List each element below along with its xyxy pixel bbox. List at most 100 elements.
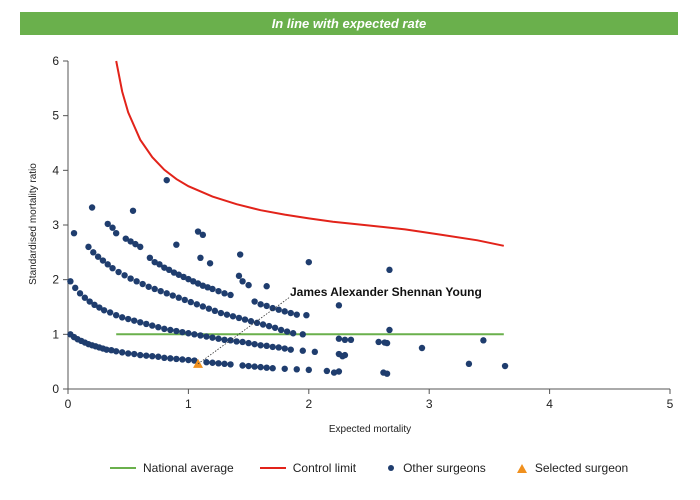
other-surgeon-point [269, 304, 276, 312]
other-surgeon-point [67, 278, 74, 285]
other-surgeon-point [167, 355, 174, 362]
chart-title: In line with expected rate [271, 16, 427, 31]
other-surgeon-point [185, 330, 192, 337]
other-surgeon-point [233, 338, 240, 345]
other-surgeon-point [190, 278, 197, 285]
other-surgeon-point [170, 269, 178, 276]
other-surgeon-point [347, 336, 355, 343]
other-surgeon-point [156, 261, 163, 268]
other-surgeon-point [227, 361, 234, 368]
x-tick-label: 4 [546, 397, 553, 411]
other-surgeon-point [287, 309, 294, 317]
other-surgeon-point [197, 332, 204, 339]
other-surgeon-point [115, 268, 122, 276]
other-surgeon-point [199, 303, 207, 310]
chart-annotation: James Alexander Shennan Young [197, 285, 482, 365]
other-surgeon-point [239, 362, 246, 369]
y-tick-label: 6 [52, 54, 59, 68]
other-surgeon-point [263, 283, 270, 290]
other-surgeon-point [251, 298, 258, 305]
other-surgeon-point [251, 340, 258, 348]
other-surgeon-point [125, 315, 132, 323]
other-surgeon-point [149, 353, 156, 360]
other-surgeon-point [253, 319, 261, 327]
chart-points [67, 176, 509, 377]
other-surgeon-point [247, 318, 255, 325]
other-surgeon-point [269, 365, 276, 372]
chart-title-banner: In line with expected rate [20, 12, 678, 35]
other-surgeon-point [335, 335, 343, 342]
other-surgeon-point [418, 344, 426, 352]
other-surgeon-point [236, 251, 244, 258]
other-surgeon-point [229, 313, 237, 320]
other-surgeon-point [383, 370, 391, 377]
other-surgeon-point [235, 272, 243, 280]
other-surgeon-point [109, 264, 116, 272]
other-surgeon-point [165, 266, 173, 274]
other-surgeon-point [155, 353, 162, 360]
other-surgeon-point [88, 204, 96, 211]
other-surgeon-point [173, 327, 180, 335]
other-surgeon-point [112, 348, 120, 355]
other-surgeon-point [161, 354, 168, 362]
other-surgeon-point [263, 302, 270, 310]
other-surgeon-point [137, 319, 144, 326]
other-surgeon-point [85, 243, 92, 251]
other-surgeon-point [323, 367, 331, 375]
other-surgeon-point [215, 287, 222, 295]
other-surgeon-point [281, 308, 288, 315]
x-axis-label: Expected mortality [329, 424, 411, 435]
y-tick-label: 0 [52, 382, 59, 396]
other-surgeon-point [146, 254, 154, 261]
other-surgeon-point [197, 254, 204, 261]
annotation-leader-line [197, 296, 291, 365]
legend-label-other-surgeons: Other surgeons [403, 461, 486, 475]
other-surgeon-point [265, 322, 273, 330]
other-surgeon-point [137, 351, 144, 359]
other-surgeon-point [305, 258, 312, 266]
selected-surgeon-point [193, 358, 204, 368]
legend-label-control-limit: Control limit [292, 461, 357, 475]
other-surgeon-point [191, 357, 198, 364]
other-surgeon-point [257, 301, 264, 308]
other-surgeon-point [335, 302, 343, 309]
other-surgeon-point [215, 335, 222, 342]
other-surgeon-point [121, 272, 128, 279]
other-surgeon-point [143, 320, 150, 328]
other-surgeon-point [257, 342, 264, 349]
other-surgeon-point [257, 363, 264, 371]
other-surgeon-point [127, 275, 134, 282]
y-tick-label: 1 [52, 327, 59, 341]
x-tick-label: 0 [65, 397, 72, 411]
other-surgeon-point [211, 307, 219, 315]
other-surgeon-point [375, 338, 382, 346]
other-surgeon-point [203, 359, 210, 366]
other-surgeon-point [86, 298, 93, 305]
legend-swatch-selected-surgeon [516, 463, 527, 473]
other-surgeon-point [161, 264, 168, 271]
legend-label-national-average: National average [143, 461, 234, 475]
other-surgeon-point [283, 328, 291, 335]
other-surgeon-point [275, 306, 282, 313]
other-surgeon-point [187, 298, 195, 306]
other-surgeon-point [465, 360, 473, 368]
other-surgeon-point [275, 344, 282, 351]
other-surgeon-point [223, 311, 231, 318]
other-surgeon-point [91, 301, 98, 309]
other-surgeon-point [501, 362, 509, 370]
other-surgeon-point [104, 261, 111, 268]
other-surgeon-point [131, 350, 138, 358]
other-surgeon-point [271, 324, 279, 331]
other-surgeon-point [205, 305, 213, 312]
y-axis-label: Standardised mortality ratio [28, 163, 39, 285]
other-surgeon-point [193, 301, 201, 308]
control-limit-line [115, 60, 505, 247]
other-surgeon-point [151, 285, 158, 293]
other-surgeon-point [185, 356, 192, 364]
other-surgeon-point [191, 331, 198, 338]
other-surgeon-point [293, 366, 300, 373]
other-surgeon-point [386, 326, 393, 334]
other-surgeon-point [281, 345, 288, 352]
other-surgeon-point [480, 337, 487, 344]
